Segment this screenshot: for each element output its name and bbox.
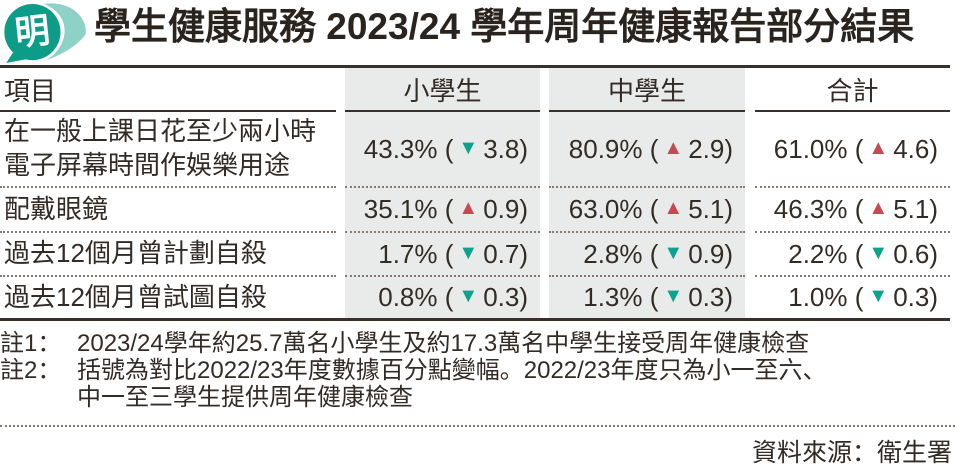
value-cell: 1.3% (▼ 0.3): [549, 277, 745, 318]
column-gutter: [745, 233, 755, 277]
footnote: 註1： 2023/24學年約25.7萬名小學生及約17.3萬名中學生接受周年健康檢…: [0, 330, 955, 357]
column-gutter: [745, 68, 755, 112]
column-gutter: [336, 277, 345, 318]
column-gutter: [336, 188, 345, 233]
down-triangle-icon: ▼: [458, 241, 479, 264]
value-cell: 2.2% (▼ 0.6): [755, 233, 950, 277]
down-triangle-icon: ▼: [663, 285, 684, 307]
down-triangle-icon: ▼: [868, 285, 889, 307]
down-triangle-icon: ▼: [458, 285, 479, 307]
footnote-label: 註2：: [0, 357, 62, 384]
column-gutter: [540, 68, 549, 112]
health-report-table: 項目 小學生 中學生 合計 在一般上課日花至少兩小時 電子屏幕時間作娛樂用途 43.3% (…: [0, 65, 950, 321]
value-cell: 2.8% (▼ 0.9): [549, 233, 745, 277]
value-cell: 80.9% (▲ 2.9): [549, 112, 745, 188]
logo-swoosh-shape: [44, 3, 86, 61]
column-gutter: [336, 112, 345, 188]
column-gutter: [540, 277, 549, 318]
row-label-line: 過去12個月曾試圖自殺: [4, 281, 267, 312]
up-triangle-icon: ▲: [663, 136, 684, 159]
value-cell: 43.3% (▼ 3.8): [345, 112, 540, 188]
value-cell: 0.8% (▼ 0.3): [345, 277, 540, 318]
row-label-line: 在一般上課日花至少兩小時: [4, 116, 317, 147]
value-cell: 63.0% (▲ 5.1): [549, 188, 745, 233]
masthead: 明 學生健康服務 2023/24 學年周年健康報告部分結果: [0, 0, 955, 65]
column-gutter: [745, 112, 755, 188]
footnote: 註2： 括號為對比2022/23年度數據百分點變幅。2022/23年度只為小一至六…: [0, 357, 955, 411]
column-gutter: [336, 233, 345, 277]
value-cell: 46.3% (▲ 5.1): [755, 188, 950, 233]
logo-bubble-shape: [4, 3, 61, 61]
row-label: 在一般上課日花至少兩小時 電子屏幕時間作娛樂用途: [0, 112, 336, 188]
row-label-line: 配戴眼鏡: [4, 193, 109, 224]
footnote-label: 註1：: [0, 330, 62, 357]
up-triangle-icon: ▲: [868, 197, 889, 219]
row-label: 配戴眼鏡: [0, 188, 336, 233]
row-label-line: 過去12個月曾計劃自殺: [4, 238, 267, 269]
column-header: 小學生: [345, 68, 540, 112]
source-credit: 資料來源：衛生署: [751, 439, 952, 467]
mingpao-logo: 明: [2, 2, 88, 64]
column-header: 項目: [0, 68, 336, 112]
down-triangle-icon: ▼: [868, 241, 889, 264]
mingpao-logo-icon: 明: [4, 3, 86, 64]
logo-glyph: 明: [13, 11, 52, 53]
value-cell: 1.0% (▼ 0.3): [788, 282, 938, 312]
row-label-line: 電子屏幕時間作娛樂用途: [4, 150, 291, 180]
up-triangle-icon: ▲: [663, 197, 684, 219]
column-gutter: [745, 277, 755, 318]
value-cell: 61.0% (▲ 4.6): [755, 112, 950, 188]
logo-bubble-tail: [6, 52, 27, 64]
column-gutter: [540, 112, 549, 188]
source-divider: [0, 425, 955, 427]
down-triangle-icon: ▼: [663, 241, 684, 264]
up-triangle-icon: ▲: [458, 197, 479, 219]
footnotes: 註1： 2023/24學年約25.7萬名小學生及約17.3萬名中學生接受周年健康檢…: [0, 330, 955, 411]
column-header: 中學生: [549, 68, 745, 112]
footnote-text: 2023/24學年約25.7萬名小學生及約17.3萬名中學生接受周年健康檢查: [77, 330, 810, 357]
column-gutter: [336, 68, 345, 112]
up-triangle-icon: ▲: [868, 136, 889, 159]
column-gutter: [540, 233, 549, 277]
value-cell: 1.7% (▼ 0.7): [345, 233, 540, 277]
column-gutter: [745, 188, 755, 233]
page-title: 學生健康服務 2023/24 學年周年健康報告部分結果: [94, 6, 915, 47]
footnote-text: 括號為對比2022/23年度數據百分點變幅。2022/23年度只為小一至六、 中一…: [77, 357, 827, 411]
down-triangle-icon: ▼: [458, 136, 479, 159]
column-header: 合計: [755, 68, 950, 112]
row-label: 過去12個月曾試圖自殺: [0, 277, 336, 318]
row-label: 過去12個月曾計劃自殺: [0, 233, 336, 277]
value-cell: 35.1% (▲ 0.9): [345, 188, 540, 233]
column-gutter: [540, 188, 549, 233]
